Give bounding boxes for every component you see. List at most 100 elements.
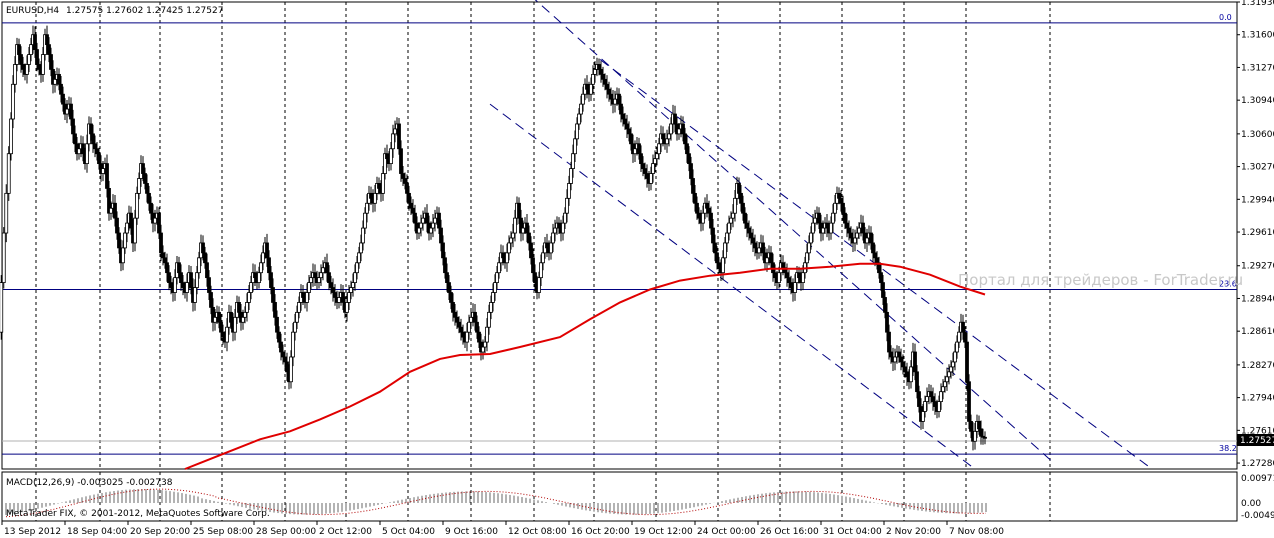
candle-body [357, 252, 361, 264]
candle-body [887, 331, 891, 353]
candle-body [77, 148, 81, 155]
candle-body [973, 430, 977, 442]
candle-body [157, 212, 161, 234]
symbol-label: EURUSD,H4 [6, 6, 59, 16]
candle-body [495, 272, 499, 283]
candle-body [447, 282, 451, 293]
candle-body [639, 153, 643, 165]
candle-body [923, 401, 927, 412]
macd-axis-label: 0.00971 [1241, 474, 1274, 484]
candle-body [529, 242, 533, 259]
candle-body [249, 282, 253, 293]
candle-body [123, 232, 127, 249]
candle-body [513, 217, 517, 234]
moving-average [184, 262, 986, 470]
candle-body [41, 54, 45, 75]
candle-body [737, 183, 741, 194]
candle-body [243, 311, 247, 318]
candle-body [163, 257, 167, 264]
candle-body [917, 391, 921, 407]
candle-body [649, 173, 653, 184]
chart-header: EURUSD,H4 1.27575 1.27602 1.27425 1.2752… [6, 6, 223, 16]
candle-body [85, 143, 89, 165]
candle-body [801, 272, 805, 283]
candle-body [71, 118, 75, 135]
candle-body [73, 133, 77, 145]
candle-body [461, 331, 465, 338]
candle-body [573, 138, 577, 155]
candle-body [317, 277, 321, 283]
candle-body [481, 346, 485, 353]
candle-body [831, 212, 835, 224]
candle-body [847, 227, 851, 234]
candle-body [501, 252, 505, 259]
candle-body [365, 202, 369, 214]
candle-body [925, 396, 929, 402]
candle-body [69, 103, 73, 120]
candle-body [661, 133, 665, 140]
candle-body [65, 108, 69, 115]
candle-body [137, 178, 141, 194]
candle-body [901, 361, 905, 368]
candle-body [475, 321, 479, 333]
price-axis-label: 1.30270 [1241, 163, 1274, 173]
candle-body [259, 262, 263, 274]
candle-body [745, 222, 749, 229]
candle-body [915, 371, 919, 393]
candle-body [483, 341, 487, 348]
candle-body [185, 282, 189, 293]
candle-body [865, 237, 869, 244]
candle-body [899, 356, 903, 363]
candle-body [695, 202, 699, 214]
candle-body [0, 282, 4, 333]
candle-body [761, 242, 765, 254]
candle-body [947, 371, 951, 378]
candle-body [505, 252, 509, 264]
candle-body [811, 222, 815, 234]
candle-body [967, 381, 971, 422]
candle-body [723, 242, 727, 259]
candle-body [933, 401, 937, 407]
candle-body [853, 237, 857, 244]
candle-body [337, 297, 341, 303]
candle-body [491, 292, 495, 303]
candle-body [747, 227, 751, 234]
time-axis-label: 2 Nov 20:00 [886, 527, 941, 537]
candle-body [839, 197, 843, 204]
candle-body [467, 321, 471, 333]
candle-body [487, 311, 491, 328]
candle-body [627, 128, 631, 135]
candle-body [439, 227, 443, 244]
candle-body [807, 242, 811, 254]
price-axis-label: 1.30940 [1241, 96, 1274, 106]
candle-body [179, 272, 183, 283]
candle-body [945, 376, 949, 383]
candle-body [325, 262, 329, 274]
candle-body [527, 232, 531, 244]
candle-body [135, 192, 139, 219]
candle-body [33, 34, 37, 50]
candle-body [373, 192, 377, 204]
candle-body [331, 287, 335, 293]
candle-body [237, 302, 241, 313]
candle-body [903, 366, 907, 373]
candle-body [845, 222, 849, 229]
candle-body [247, 292, 251, 303]
candle-body [405, 183, 409, 194]
candle-body [125, 222, 129, 234]
candle-body [717, 262, 721, 269]
candle-body [13, 64, 17, 85]
candle-body [511, 232, 515, 239]
candle-body [677, 128, 681, 135]
candle-body [437, 212, 441, 229]
candle-body [693, 192, 697, 204]
time-axis-label: 26 Oct 16:00 [760, 527, 819, 537]
candle-body [837, 192, 841, 199]
candle-body [821, 227, 825, 234]
candle-body [101, 168, 105, 174]
candle-body [497, 262, 501, 274]
candle-body [4, 192, 9, 234]
candle-body [621, 113, 625, 120]
time-axis-label: 7 Nov 08:00 [949, 527, 1004, 537]
